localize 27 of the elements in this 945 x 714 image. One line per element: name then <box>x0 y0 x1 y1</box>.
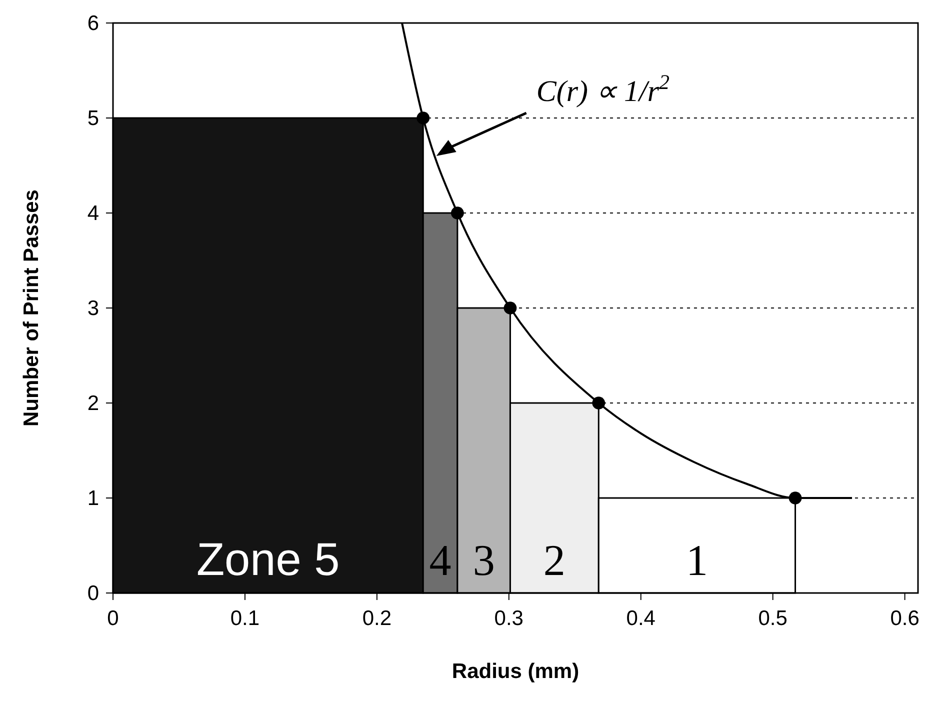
y-tick-label: 4 <box>87 202 100 225</box>
y-tick-label: 6 <box>87 12 99 35</box>
data-label: Zone 5 <box>196 533 340 585</box>
x-axis-title: Radius (mm) <box>452 660 580 683</box>
data-label: 4 <box>429 536 452 585</box>
y-tick-label: 1 <box>87 487 99 510</box>
x-tick-label: 0.3 <box>494 607 524 630</box>
y-tick-label: 3 <box>87 297 99 320</box>
x-tick-label: 0 <box>107 607 119 630</box>
x-tick-label: 0.4 <box>626 607 656 630</box>
point <box>451 206 464 220</box>
x-tick-label: 0.6 <box>890 607 920 630</box>
point <box>592 396 606 410</box>
x-tick-label: 0.5 <box>758 607 788 630</box>
point <box>504 302 517 314</box>
x-tick-label: 0.1 <box>230 607 260 630</box>
x-tick-label: 0.2 <box>362 607 392 630</box>
y-tick-label: 5 <box>87 107 99 130</box>
data-label: 2 <box>543 536 566 585</box>
annotation: C(r) ∝ 1/r$^{2}$ <box>536 70 670 108</box>
point <box>416 112 430 124</box>
y-tick-label: 0 <box>87 582 99 605</box>
y-axis-title: Number of Print Passes <box>20 190 43 426</box>
data-label: 1 <box>686 536 708 585</box>
data-label: 3 <box>472 536 495 585</box>
point <box>788 492 802 504</box>
y-tick-label: 2 <box>87 392 99 415</box>
